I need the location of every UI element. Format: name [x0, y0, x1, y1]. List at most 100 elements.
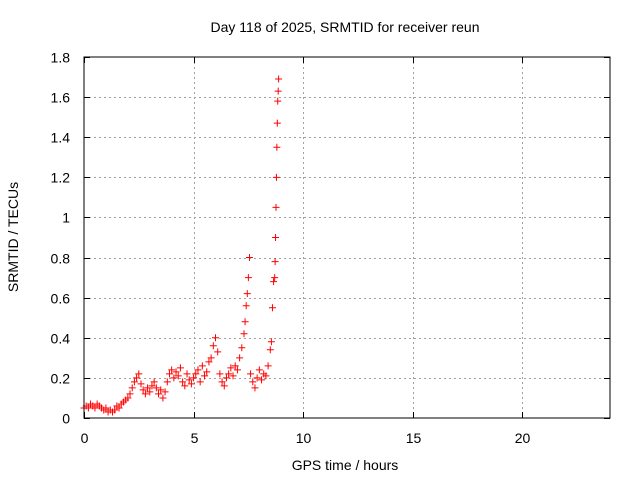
- data-point: [229, 372, 237, 380]
- data-point: [244, 274, 252, 282]
- y-tick-label: 1.6: [51, 90, 71, 106]
- y-tick-label: 0: [62, 411, 70, 427]
- data-point: [183, 370, 191, 378]
- data-point: [172, 368, 180, 376]
- data-point: [126, 390, 134, 398]
- data-point: [148, 382, 156, 390]
- data-point: [115, 404, 123, 412]
- data-point: [262, 372, 270, 380]
- data-point: [220, 382, 228, 390]
- data-point: [253, 374, 261, 382]
- data-point: [139, 386, 147, 394]
- y-axis-label: SRMTID / TECUs: [5, 182, 21, 292]
- data-point: [179, 378, 187, 386]
- data-point: [144, 384, 152, 392]
- data-point: [152, 384, 160, 392]
- data-point: [84, 404, 92, 412]
- data-point: [216, 370, 224, 378]
- data-point: [157, 386, 165, 394]
- data-point: [181, 382, 189, 390]
- data-point: [247, 370, 255, 378]
- data-point: [163, 378, 171, 386]
- data-point: [236, 354, 244, 362]
- data-point: [159, 394, 167, 402]
- data-point: [264, 362, 272, 370]
- x-tick-label: 0: [81, 430, 89, 446]
- data-point: [155, 390, 163, 398]
- data-point: [268, 304, 276, 312]
- data-point: [137, 380, 145, 388]
- data-point: [212, 334, 219, 342]
- data-point: [130, 378, 138, 386]
- data-point: [196, 378, 204, 386]
- chart-title: Day 118 of 2025, SRMTID for receiver reu…: [211, 19, 480, 35]
- data-point: [274, 97, 282, 105]
- data-point: [203, 368, 211, 376]
- data-point: [192, 370, 200, 378]
- plot-frame: [83, 56, 611, 419]
- data-point: [190, 374, 198, 382]
- data-point: [102, 404, 110, 412]
- data-series: [80, 75, 283, 416]
- x-tick-label: 15: [406, 430, 422, 446]
- x-axis-label: GPS time / hours: [292, 457, 399, 473]
- x-tick-label: 10: [296, 430, 312, 446]
- axes: 0 0.2 0.4 0.6 0.8 1 1.2 1.4 1.6 1.8 0 5 10 15 20: [51, 50, 610, 446]
- data-point: [225, 370, 233, 378]
- data-point: [275, 75, 283, 83]
- data-point: [270, 278, 278, 286]
- data-point: [150, 378, 158, 386]
- data-point: [233, 366, 241, 374]
- data-point: [214, 348, 222, 356]
- y-tick-label: 0.8: [51, 251, 71, 267]
- data-point: [273, 119, 281, 127]
- data-point: [267, 338, 275, 346]
- data-point: [198, 362, 206, 370]
- data-point: [209, 342, 217, 350]
- data-point: [271, 274, 279, 282]
- data-point: [201, 372, 209, 380]
- data-point: [187, 380, 195, 388]
- data-point: [272, 203, 280, 211]
- data-point: [241, 318, 249, 326]
- y-tick-label: 1: [62, 210, 70, 226]
- data-point: [185, 376, 193, 384]
- data-point: [205, 358, 213, 366]
- data-point: [124, 394, 132, 402]
- data-point: [231, 362, 239, 370]
- data-point: [271, 258, 279, 266]
- x-tick-label: 5: [191, 430, 199, 446]
- y-tick-label: 0.2: [51, 371, 71, 387]
- data-point: [146, 388, 154, 396]
- data-point: [176, 364, 184, 372]
- data-point: [274, 87, 282, 95]
- data-point: [255, 366, 263, 374]
- data-point: [227, 364, 235, 372]
- data-point: [91, 404, 99, 412]
- grid: [84, 57, 610, 418]
- data-point: [207, 354, 215, 362]
- data-point: [194, 366, 202, 374]
- y-tick-label: 0.6: [51, 291, 71, 307]
- data-point: [135, 370, 143, 378]
- data-point: [218, 378, 226, 386]
- data-point: [170, 374, 178, 382]
- data-point: [245, 254, 253, 262]
- data-point: [251, 384, 259, 392]
- data-point: [249, 378, 257, 386]
- data-point: [222, 374, 230, 382]
- data-point: [128, 384, 136, 392]
- data-point: [272, 234, 280, 241]
- data-point: [174, 372, 182, 380]
- data-point: [165, 370, 173, 378]
- data-point: [141, 390, 149, 398]
- data-point: [273, 143, 281, 151]
- data-point: [168, 366, 176, 374]
- data-point: [242, 302, 250, 310]
- y-tick-label: 1.2: [51, 170, 71, 186]
- data-point: [161, 388, 169, 396]
- x-tick-label: 20: [515, 430, 531, 446]
- data-point: [133, 374, 141, 382]
- y-tick-label: 1.4: [51, 130, 71, 146]
